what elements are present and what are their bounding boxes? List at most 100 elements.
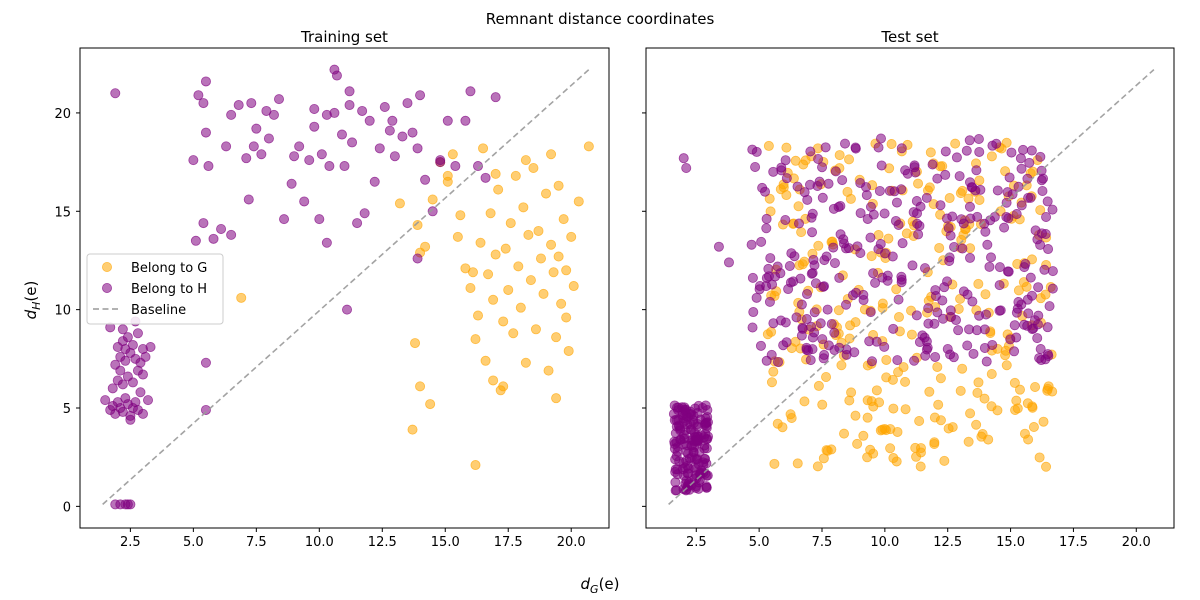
test-point-belong-to-g — [885, 443, 896, 454]
test-point-belong-to-g — [812, 461, 823, 472]
test-point-belong-to-h — [855, 208, 866, 219]
training-point-belong-to-g — [558, 214, 569, 225]
test-point-belong-to-g — [764, 193, 775, 204]
training-point-belong-to-h — [115, 365, 126, 376]
test-point-belong-to-h — [923, 303, 934, 314]
test-point-belong-to-h — [920, 263, 931, 274]
training-point-belong-to-g — [498, 316, 509, 327]
test-point-belong-to-h — [962, 340, 973, 351]
training-point-belong-to-h — [299, 196, 310, 207]
test-point-belong-to-h — [1003, 266, 1014, 277]
training-point-belong-to-h — [357, 105, 368, 116]
training-point-belong-to-h — [324, 161, 335, 172]
training-point-belong-to-g — [520, 357, 531, 368]
test-point-belong-to-g — [1035, 293, 1046, 304]
test-plot-area — [668, 69, 1155, 505]
training-point-belong-to-h — [397, 131, 408, 142]
test-point-belong-to-g — [1012, 403, 1023, 414]
test-point-belong-to-h — [935, 200, 946, 211]
test-point-belong-to-h — [1023, 192, 1034, 203]
test-point-belong-to-h — [781, 337, 792, 348]
test-point-belong-to-g — [1035, 205, 1046, 216]
test-point-belong-to-g — [1027, 402, 1038, 413]
test-axes-frame — [645, 47, 1175, 529]
test-point-belong-to-g — [1009, 377, 1020, 388]
training-point-belong-to-h — [117, 324, 128, 335]
test-point-belong-to-h — [907, 260, 918, 271]
training-point-belong-to-g — [573, 196, 584, 207]
training-xtick-label: 2.5 — [120, 535, 141, 550]
test-point-belong-to-h — [841, 344, 852, 355]
test-point-belong-to-h — [986, 252, 997, 263]
test-point-belong-to-h — [818, 281, 829, 292]
test-point-belong-to-h — [840, 138, 851, 149]
test-point-belong-to-g — [934, 242, 945, 253]
test-point-belong-to-h — [1011, 209, 1022, 220]
training-plot-area — [100, 64, 594, 510]
training-point-belong-to-g — [556, 298, 567, 309]
test-point-belong-to-h — [965, 252, 976, 263]
training-point-belong-to-h — [384, 125, 395, 136]
test-point-belong-to-h — [879, 341, 890, 352]
training-set-axes: Training set 2.5 5.0 7.5 10.0 12.5 15.0 17.5 20.… — [54, 28, 610, 550]
test-xtick-label: 5.0 — [749, 535, 770, 550]
test-point-belong-to-h — [930, 290, 941, 301]
training-point-belong-to-h — [402, 98, 413, 109]
test-point-belong-to-h — [807, 227, 818, 238]
training-point-belong-to-g — [485, 208, 496, 219]
test-point-belong-to-g — [939, 455, 950, 466]
training-point-belong-to-h — [120, 343, 131, 354]
training-point-belong-to-h — [137, 369, 148, 380]
training-point-belong-to-h — [226, 229, 237, 240]
training-point-belong-to-g — [515, 302, 526, 313]
test-point-belong-to-g — [913, 178, 924, 189]
training-point-belong-to-g — [442, 170, 453, 181]
test-point-belong-to-h — [723, 257, 734, 268]
training-point-belong-to-g — [415, 381, 426, 392]
training-point-belong-to-g — [236, 292, 247, 303]
test-point-belong-to-h — [773, 356, 784, 367]
test-xtick-label: 15.0 — [996, 535, 1025, 550]
test-point-belong-to-h — [949, 241, 960, 252]
test-point-belong-to-h — [942, 343, 953, 354]
test-point-belong-to-h — [817, 192, 828, 203]
test-point-belong-to-h — [945, 230, 956, 241]
test-point-belong-to-h — [944, 255, 955, 266]
test-point-belong-to-h — [1019, 319, 1030, 330]
test-point-belong-to-g — [900, 404, 911, 415]
x-axis-label: dG(e) — [581, 575, 620, 596]
training-point-belong-to-h — [251, 123, 262, 134]
training-point-belong-to-g — [465, 282, 476, 293]
test-point-belong-to-h — [813, 153, 824, 164]
test-point-belong-to-h — [994, 262, 1005, 273]
test-point-belong-to-h — [873, 142, 884, 153]
test-point-belong-to-h — [896, 143, 907, 154]
test-point-belong-to-h — [757, 182, 768, 193]
test-point-belong-to-h — [909, 355, 920, 366]
test-xtick-label: 20.0 — [1122, 535, 1151, 550]
training-point-belong-to-h — [460, 115, 471, 126]
training-point-belong-to-h — [379, 102, 390, 113]
training-point-belong-to-h — [329, 107, 340, 118]
test-point-belong-to-g — [813, 240, 824, 251]
test-point-belong-to-g — [965, 408, 976, 419]
training-point-belong-to-g — [483, 269, 494, 280]
test-point-belong-to-h — [912, 208, 923, 219]
test-point-belong-to-h — [809, 327, 820, 338]
test-point-belong-to-h — [1035, 239, 1046, 250]
test-point-belong-to-h — [826, 318, 837, 329]
test-point-belong-to-g — [766, 377, 777, 388]
training-point-belong-to-g — [566, 231, 577, 242]
test-point-belong-to-h — [672, 464, 683, 475]
training-point-belong-to-g — [488, 375, 499, 386]
test-point-belong-to-h — [1026, 145, 1037, 156]
test-point-belong-to-h — [932, 307, 943, 318]
training-point-belong-to-h — [200, 127, 211, 138]
training-point-belong-to-g — [563, 345, 574, 356]
test-point-belong-to-h — [852, 241, 863, 252]
test-point-belong-to-h — [1011, 307, 1022, 318]
test-point-belong-to-g — [839, 428, 850, 439]
test-point-belong-to-h — [691, 435, 702, 446]
training-point-belong-to-h — [125, 414, 136, 425]
test-point-belong-to-h — [809, 307, 820, 318]
